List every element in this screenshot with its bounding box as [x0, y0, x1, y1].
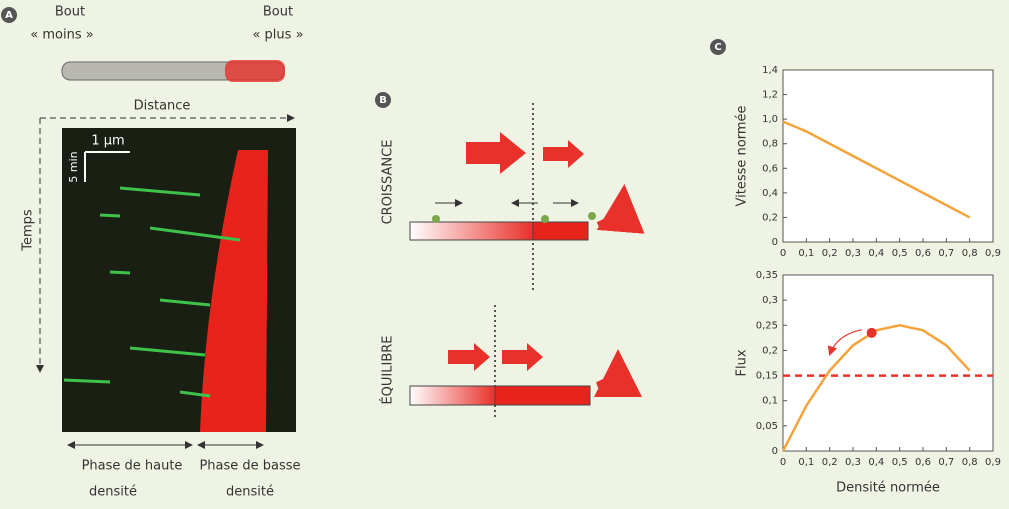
kymograph-streaks	[63, 186, 241, 398]
y-tick-label: 1,0	[762, 114, 778, 125]
x-tick-label: 0,4	[868, 457, 884, 468]
flux-arrow	[466, 132, 526, 174]
x-tick-label: 0,1	[798, 457, 814, 468]
x-tick-label: 0,9	[985, 457, 1001, 468]
x-tick-label: 0,6	[915, 457, 931, 468]
y-axis-label: Vitesse normée	[735, 106, 750, 207]
microtubule-bar	[494, 385, 591, 406]
y-tick-label: 0,2	[762, 345, 778, 356]
x-tick-label: 0,5	[892, 248, 908, 259]
y-tick-label: 0,4	[762, 188, 778, 199]
y-tick-label: 0,05	[756, 421, 778, 432]
y-tick-label: 1,4	[762, 65, 778, 76]
flux-arrow	[543, 140, 584, 168]
x-tick-label: 0,1	[798, 248, 814, 259]
x-tick-label: 0,7	[938, 248, 954, 259]
x-tick-label: 0,9	[985, 248, 1001, 259]
scale-label: 5 min	[67, 151, 80, 182]
data-line	[781, 324, 971, 452]
microtubule-bar	[409, 221, 534, 241]
x-tick-label: 0,8	[962, 457, 978, 468]
y-tick-label: 0,1	[762, 396, 778, 407]
phase-label: Phase de haute	[82, 459, 183, 474]
phase-label: densité	[226, 485, 274, 500]
y-tick-label: 0,15	[756, 371, 778, 382]
axis-label: Temps	[21, 209, 36, 252]
x-tick-label: 0,4	[868, 248, 884, 259]
phase-label: densité	[89, 485, 137, 500]
x-tick-label: 0,3	[845, 248, 861, 259]
plot-frame	[782, 274, 994, 452]
plot-frame	[782, 69, 994, 243]
x-tick-label: 0,8	[962, 248, 978, 259]
data-line	[782, 120, 971, 219]
highlight-point	[866, 327, 877, 338]
y-tick-label: 0,35	[756, 270, 778, 281]
flux-arrow	[502, 343, 543, 371]
y-tick-label: 0,25	[756, 320, 778, 331]
y-tick-label: 1,2	[762, 90, 778, 101]
x-tick-label: 0,7	[938, 457, 954, 468]
panel-label: C	[714, 42, 721, 53]
x-tick-label: 0,2	[822, 248, 838, 259]
x-tick-label: 0,6	[915, 248, 931, 259]
x-axis-label: Densité normée	[836, 481, 940, 496]
panel-badge	[375, 92, 391, 108]
y-tick-label: 0,2	[762, 212, 778, 223]
y-tick-label: 0,6	[762, 163, 778, 174]
minus-end-label: Bout	[55, 5, 85, 20]
section-label: ÉQUILIBRE	[380, 335, 396, 404]
exit-arrow	[596, 184, 645, 234]
annotation-arrow	[827, 329, 862, 356]
microtubule-bar	[532, 221, 589, 241]
panel-badge	[1, 7, 17, 23]
exit-arrow	[593, 349, 642, 398]
panel-label: B	[379, 95, 387, 106]
scale-label: 1 μm	[91, 134, 124, 149]
y-tick-label: 0	[772, 237, 778, 248]
microtubule-tip	[225, 60, 285, 82]
plus-end-label: « plus »	[252, 28, 303, 43]
kymograph-red-band	[200, 150, 268, 432]
section-label: CROISSANCE	[381, 140, 396, 225]
y-tick-label: 0,8	[762, 139, 778, 150]
phase-label: Phase de basse	[199, 459, 300, 474]
axis-label: Distance	[134, 99, 191, 114]
flux-arrow	[448, 343, 490, 371]
plus-end-label: Bout	[263, 5, 293, 20]
x-tick-label: 0,2	[822, 457, 838, 468]
motors	[432, 212, 596, 223]
x-tick-label: 0	[780, 457, 786, 468]
panel-badge	[710, 39, 726, 55]
x-tick-label: 0,5	[892, 457, 908, 468]
x-tick-label: 0,3	[845, 457, 861, 468]
y-axis-label: Flux	[735, 349, 750, 376]
panel-label: A	[5, 10, 13, 21]
x-tick-label: 0	[780, 248, 786, 259]
y-tick-label: 0	[772, 446, 778, 457]
y-tick-label: 0,3	[762, 295, 778, 306]
microtubule-bar	[409, 385, 496, 406]
minus-end-label: « moins »	[30, 28, 93, 43]
